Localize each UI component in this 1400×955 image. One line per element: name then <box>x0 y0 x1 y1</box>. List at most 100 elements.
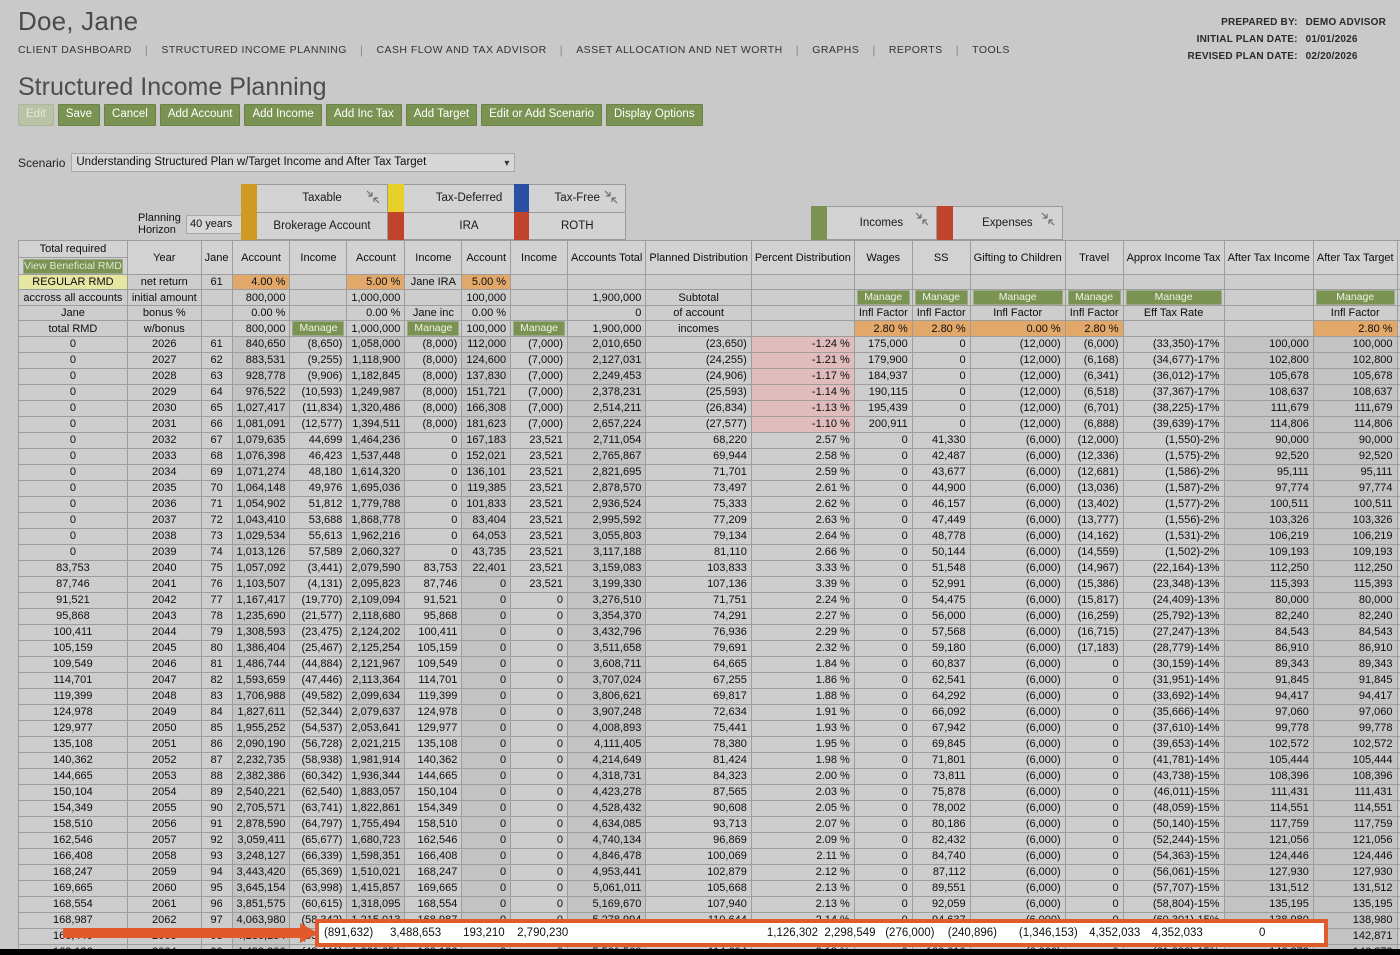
table-row[interactable]: 0 2027 62 883,531 (9,255) 1,118,900 (8,000) 124… <box>18 352 1400 369</box>
ss-manage-button[interactable]: Manage <box>914 290 968 305</box>
wages-manage-button[interactable]: Manage <box>856 290 910 305</box>
table-row[interactable]: 144,665 2053 88 2,382,386 (60,342) 1,936,344 1… <box>18 768 1400 785</box>
brokerage-account-setup[interactable]: 0.00 % <box>231 305 291 321</box>
roth-account-setup[interactable]: 100,000 <box>461 320 512 337</box>
table-row[interactable]: 154,349 2055 90 2,705,571 (63,741) 1,822,861 1… <box>18 800 1400 817</box>
table-row[interactable]: 0 2033 68 1,076,398 46,423 1,537,448 0 152,021 2… <box>18 448 1400 465</box>
brokerage-account-setup[interactable]: 800,000 <box>231 320 291 337</box>
roth-account-setup[interactable]: 0.00 % <box>461 305 512 321</box>
table-row[interactable]: 168,554 2061 96 3,851,575 (60,615) 1,318,095 1… <box>18 896 1400 913</box>
table-row[interactable]: 0 2026 61 840,650 (8,650) 1,058,000 (8,000) 112… <box>18 336 1400 353</box>
wages-cell: 0 <box>853 640 913 657</box>
percent-distribution-cell: 2.11 % <box>750 848 855 865</box>
display-options-button[interactable]: Display Options <box>605 104 703 126</box>
ira-account-setup[interactable]: 5.00 % <box>346 274 406 290</box>
table-row[interactable]: 129,977 2050 85 1,955,252 (54,537) 2,053,641 1… <box>18 720 1400 737</box>
table-row[interactable]: 0 2029 64 976,522 (10,593) 1,249,987 (8,000) 15… <box>18 384 1400 401</box>
table-row[interactable]: 0 2028 63 928,778 (9,906) 1,182,845 (8,000) 137… <box>18 368 1400 385</box>
nav-item-asset-allocation-and-net-worth[interactable]: ASSET ALLOCATION AND NET WORTH <box>576 44 783 56</box>
gifting-setup[interactable]: 0.00 % <box>969 320 1066 337</box>
accounts-total-cell: 4,318,731 <box>567 768 647 785</box>
view-beneficial-rmd-button[interactable]: View Beneficial RMD <box>23 258 123 274</box>
table-row[interactable]: 119,399 2048 83 1,706,988 (49,582) 2,099,634 1… <box>18 688 1400 705</box>
table-row[interactable]: 105,159 2045 80 1,386,404 (25,467) 2,125,254 1… <box>18 640 1400 657</box>
table-row[interactable]: 162,546 2057 92 3,059,411 (65,677) 1,680,723 1… <box>18 832 1400 849</box>
table-row[interactable]: 124,978 2049 84 1,827,611 (52,344) 2,079,637 1… <box>18 704 1400 721</box>
prepared-label: INITIAL PLAN DATE: <box>1196 34 1298 45</box>
collapse-arrows-icon[interactable] <box>915 212 929 226</box>
nav-item-client-dashboard[interactable]: CLIENT DASHBOARD <box>18 44 132 56</box>
group-banner-body: Tax-Deferred IRA <box>404 184 535 240</box>
edit-or-add-scenario-button[interactable]: Edit or Add Scenario <box>481 104 602 126</box>
table-row[interactable]: 95,868 2043 78 1,235,690 (21,577) 2,118,680 95… <box>18 608 1400 625</box>
table-row[interactable]: 140,362 2052 87 2,232,735 (58,938) 1,981,914 1… <box>18 752 1400 769</box>
collapse-arrows-icon[interactable] <box>1041 212 1055 226</box>
table-row[interactable]: 0 2031 66 1,081,091 (12,577) 1,394,511 (8,000)… <box>18 416 1400 433</box>
after-tax-income-cell: 102,800 <box>1223 352 1314 369</box>
save-button[interactable]: Save <box>57 104 101 126</box>
after-tax-income-cell: 82,240 <box>1223 608 1314 625</box>
scenario-select[interactable]: Understanding Structured Plan w/Target I… <box>71 153 516 172</box>
ira-income-cell: 100,411 <box>404 624 463 641</box>
table-row[interactable]: 169,665 2060 95 3,645,154 (63,998) 1,415,857 1… <box>18 880 1400 897</box>
table-row[interactable]: 0 2034 69 1,071,274 48,180 1,614,320 0 136,101 2… <box>18 464 1400 481</box>
age-cell: 80 <box>200 640 233 657</box>
after-tax-target-manage-button[interactable]: Manage <box>1315 290 1395 305</box>
roth-account-setup[interactable]: 5.00 % <box>461 274 512 290</box>
collapse-arrows-icon[interactable] <box>366 190 380 204</box>
nav-item-reports[interactable]: REPORTS <box>888 44 943 56</box>
wages-setup[interactable]: 2.80 % <box>853 320 913 337</box>
approx-tax-manage-button[interactable]: Manage <box>1125 290 1222 305</box>
table-row[interactable]: 0 2030 65 1,027,417 (11,834) 1,320,486 (8,000)… <box>18 400 1400 417</box>
cancel-button[interactable]: Cancel <box>104 104 156 126</box>
nav-item-graphs[interactable]: GRAPHS <box>812 44 860 56</box>
add-income-button[interactable]: Add Income <box>244 104 322 126</box>
table-row[interactable]: 91,521 2042 77 1,167,417 (19,770) 2,109,094 91… <box>18 592 1400 609</box>
add-account-button[interactable]: Add Account <box>159 104 241 126</box>
ira-account-setup[interactable]: 1,000,000 <box>346 289 406 306</box>
table-row[interactable]: 0 2038 73 1,029,534 55,613 1,962,216 0 64,053 23… <box>18 528 1400 545</box>
wages-cell: 179,900 <box>853 352 913 369</box>
add-inc-tax-button[interactable]: Add Inc Tax <box>325 104 402 126</box>
ss-setup[interactable]: 2.80 % <box>911 320 971 337</box>
after-tax-target-setup[interactable]: 2.80 % <box>1312 320 1398 337</box>
roth-income-manage-button[interactable]: Manage <box>513 321 566 336</box>
table-row[interactable]: 0 2037 72 1,043,410 53,688 1,868,778 0 83,404 23… <box>18 512 1400 529</box>
travel-cell: 0 <box>1064 736 1124 753</box>
roth-account-cell: 0 <box>461 576 512 593</box>
approx-income-tax-cell: (23,348)-13% <box>1122 576 1225 593</box>
after-tax-income-cell: 124,446 <box>1223 848 1314 865</box>
table-row[interactable]: 135,108 2051 86 2,090,190 (56,728) 2,021,215 1… <box>18 736 1400 753</box>
ira-account-setup[interactable]: 0.00 % <box>346 305 406 321</box>
travel-manage-button[interactable]: Manage <box>1067 290 1121 305</box>
collapse-arrows-icon[interactable] <box>604 190 618 204</box>
brokerage-account-setup[interactable]: 4.00 % <box>231 274 291 290</box>
table-row[interactable]: 109,549 2046 81 1,486,744 (44,884) 2,121,967 1… <box>18 656 1400 673</box>
brokerage-income-manage-button[interactable]: Manage <box>292 321 345 336</box>
table-row[interactable]: 0 2032 67 1,079,635 44,699 1,464,236 0 167,183 2… <box>18 432 1400 449</box>
add-target-button[interactable]: Add Target <box>405 104 478 126</box>
nav-item-structured-income-planning[interactable]: STRUCTURED INCOME PLANNING <box>161 44 347 56</box>
table-row[interactable]: 100,411 2044 79 1,308,593 (23,475) 2,124,202 1… <box>18 624 1400 641</box>
table-row[interactable]: 150,104 2054 89 2,540,221 (62,540) 1,883,057 1… <box>18 784 1400 801</box>
table-row[interactable]: 114,701 2047 82 1,593,659 (47,446) 2,113,364 1… <box>18 672 1400 689</box>
table-row[interactable]: 87,746 2041 76 1,103,507 (4,131) 2,095,823 87,… <box>18 576 1400 593</box>
table-row[interactable]: 158,510 2056 91 2,878,590 (64,797) 1,755,494 1… <box>18 816 1400 833</box>
nav-item-cash-flow-and-tax-advisor[interactable]: CASH FLOW AND TAX ADVISOR <box>376 44 547 56</box>
after-tax-target-cell: 117,759 <box>1312 816 1398 833</box>
nav-item-tools[interactable]: TOOLS <box>972 44 1010 56</box>
table-row[interactable]: 0 2035 70 1,064,148 49,976 1,695,036 0 119,385 2… <box>18 480 1400 497</box>
travel-setup[interactable]: 2.80 % <box>1064 320 1124 337</box>
table-row[interactable]: 0 2036 71 1,054,902 51,812 1,779,788 0 101,833 2… <box>18 496 1400 513</box>
table-row[interactable]: 168,247 2059 94 3,443,420 (65,369) 1,510,021 1… <box>18 864 1400 881</box>
table-row[interactable]: 0 2039 74 1,013,126 57,589 2,060,327 0 43,735 23… <box>18 544 1400 561</box>
ss-cell: 54,475 <box>911 592 971 609</box>
table-row[interactable]: 83,753 2040 75 1,057,092 (3,441) 2,079,590 83,… <box>18 560 1400 577</box>
brokerage-account-setup[interactable]: 800,000 <box>231 289 291 306</box>
ira-income-manage-button[interactable]: Manage <box>407 321 460 336</box>
after-tax-income-cell: 111,679 <box>1223 400 1314 417</box>
ira-account-setup[interactable]: 1,000,000 <box>346 320 406 337</box>
gifting-manage-button[interactable]: Manage <box>972 290 1063 305</box>
table-row[interactable]: 166,408 2058 93 3,248,127 (66,339) 1,598,351 1… <box>18 848 1400 865</box>
roth-account-setup[interactable]: 100,000 <box>461 289 512 306</box>
